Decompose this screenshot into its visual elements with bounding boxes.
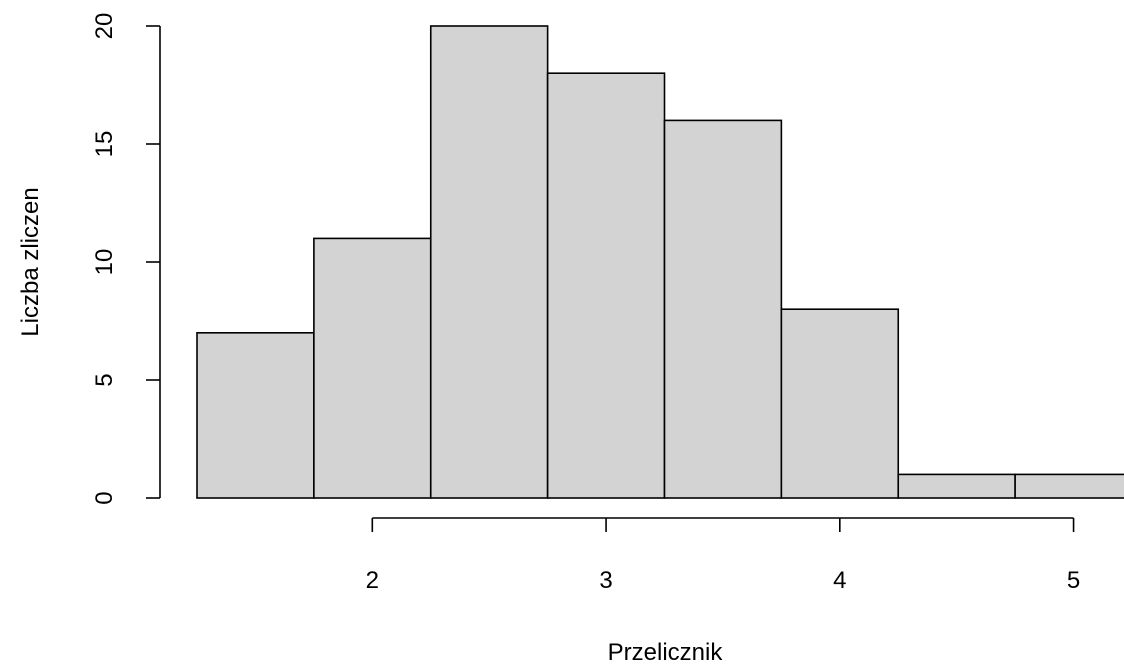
x-tick-label: 4 (833, 567, 846, 594)
histogram-bar-2 (313, 237, 432, 499)
y-tick-label: 20 (91, 13, 118, 40)
x-axis: 2 3 4 5 (366, 517, 1080, 594)
histogram-bar-5 (663, 119, 783, 499)
y-tick-label: 15 (91, 131, 118, 158)
x-tick-label: 2 (366, 567, 379, 594)
histogram-bar-3 (429, 25, 549, 499)
y-tick-label: 0 (91, 491, 118, 504)
x-tick-label: 5 (1067, 567, 1080, 594)
histogram-bar-4 (546, 72, 666, 499)
histogram-bar-7 (897, 473, 1016, 499)
histogram-bar-8 (1014, 473, 1124, 499)
histogram-bar-1 (196, 331, 315, 499)
y-tick-label: 10 (91, 249, 118, 276)
y-axis-label: Liczba zliczen (17, 187, 44, 336)
y-tick-label: 5 (91, 373, 118, 386)
histogram-bars (196, 25, 1124, 499)
x-axis-label: Przelicznik (608, 639, 724, 666)
histogram-bar-6 (780, 308, 900, 499)
y-axis: 0 5 10 15 20 (91, 13, 161, 505)
x-tick-label: 3 (599, 567, 612, 594)
